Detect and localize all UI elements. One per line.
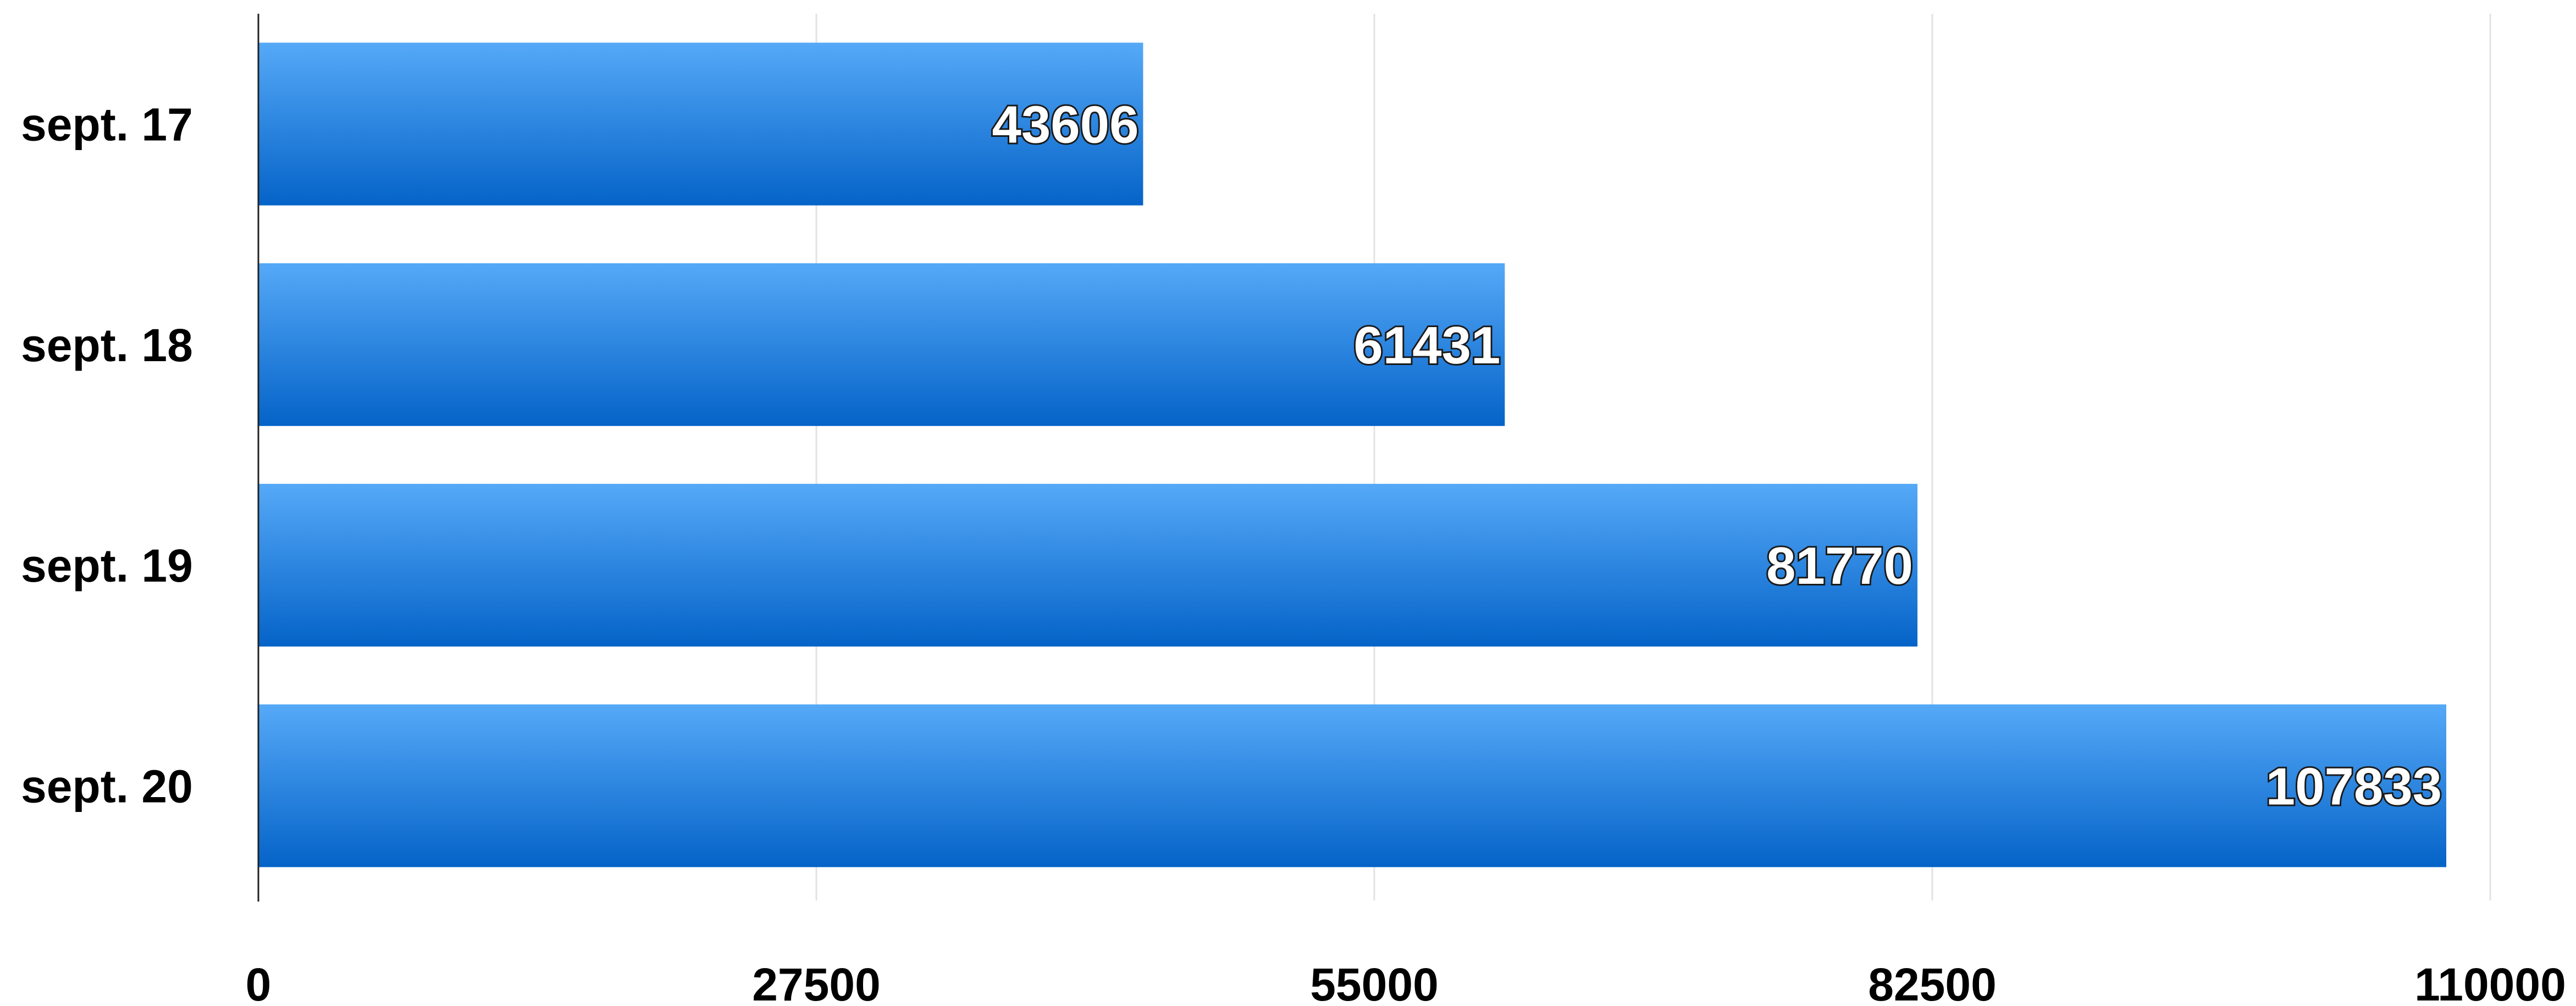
- x-tick-label: 55000: [1310, 959, 1439, 1006]
- bar-2: [258, 263, 1505, 426]
- category-label: sept. 17: [21, 99, 193, 151]
- labels-layer: 0 27500 55000 82500 110000 sept. 17 43606 sept.…: [21, 94, 2566, 1006]
- bar-3: [258, 484, 1918, 647]
- data-label: 107833: [2266, 757, 2442, 816]
- x-tick-label: 27500: [752, 959, 881, 1006]
- x-tick-label: 82500: [1868, 959, 1997, 1006]
- data-label: 81770: [1766, 537, 1913, 595]
- category-label: sept. 18: [21, 319, 193, 371]
- category-label: sept. 20: [21, 760, 193, 812]
- category-label: sept. 19: [21, 540, 193, 592]
- bar-1: [258, 42, 1143, 206]
- bars-layer: [258, 42, 2447, 867]
- x-tick-label: 0: [246, 959, 272, 1006]
- bar-4: [258, 704, 2447, 867]
- data-label: 43606: [992, 96, 1139, 154]
- x-tick-label: 110000: [2414, 959, 2566, 1006]
- data-label: 61431: [1353, 316, 1500, 375]
